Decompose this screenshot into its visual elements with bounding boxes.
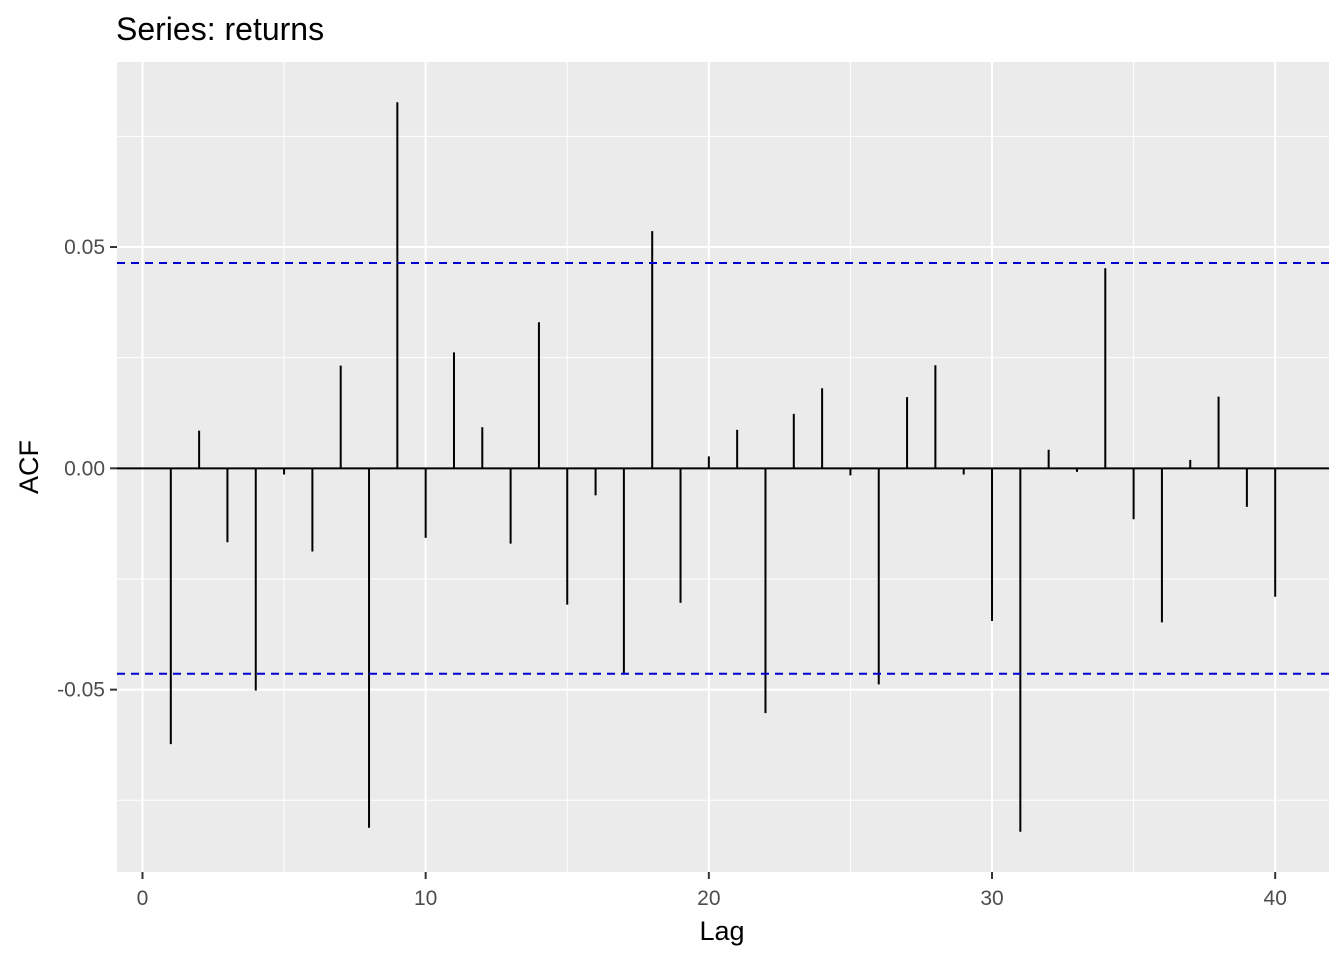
y-axis: -0.05 0.00 0.05: [57, 236, 117, 702]
x-axis: 0 10 20 30 40: [137, 872, 1287, 910]
grid-minor: [117, 62, 1329, 872]
x-tick-label: 40: [1264, 887, 1287, 910]
confidence-bands: [117, 261, 1329, 675]
y-tick-label: -0.05: [57, 679, 105, 702]
chart-title: Series: returns: [116, 11, 324, 47]
x-tick-label: 0: [137, 887, 149, 910]
plot-panel: [117, 62, 1329, 872]
y-tick-label: 0.05: [64, 236, 105, 259]
x-tick-label: 10: [414, 887, 437, 910]
acf-bars: [169, 102, 1277, 832]
y-axis-title: ACF: [14, 440, 44, 494]
x-tick-label: 30: [980, 887, 1003, 910]
x-tick-label: 20: [697, 887, 720, 910]
x-axis-title: Lag: [699, 916, 744, 946]
y-tick-label: 0.00: [64, 457, 105, 480]
